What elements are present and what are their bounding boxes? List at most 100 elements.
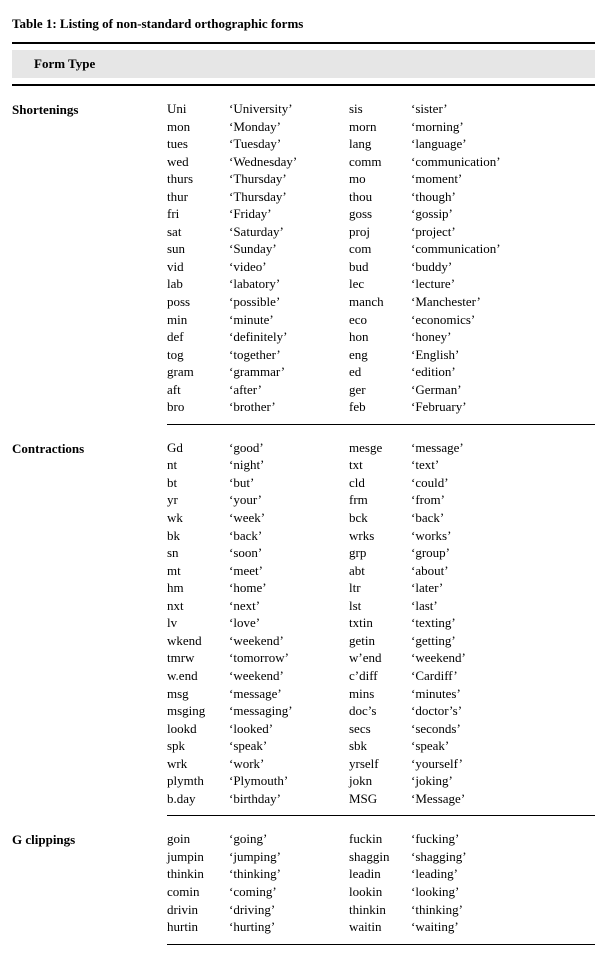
short-form: bud	[349, 258, 411, 276]
short-form: tmrw	[167, 649, 229, 667]
short-form: sis	[349, 100, 411, 118]
short-form: comm	[349, 153, 411, 171]
short-form: sbk	[349, 737, 411, 755]
short-form: mon	[167, 118, 229, 136]
short-form: grp	[349, 544, 411, 562]
short-form: sun	[167, 240, 229, 258]
expansion: ‘driving’	[229, 901, 349, 919]
expansion: ‘texting’	[411, 614, 521, 632]
short-form: ed	[349, 363, 411, 381]
expansion: ‘could’	[411, 474, 521, 492]
expansion: ‘buddy’	[411, 258, 521, 276]
short-form: bck	[349, 509, 411, 527]
expansion: ‘getting’	[411, 632, 521, 650]
section-pairs: Uni‘University’sis‘sister’mon‘Monday’mor…	[167, 100, 595, 416]
short-form: bk	[167, 527, 229, 545]
expansion: ‘work’	[229, 755, 349, 773]
short-form: nxt	[167, 597, 229, 615]
short-form: tues	[167, 135, 229, 153]
expansion: ‘edition’	[411, 363, 521, 381]
section-label: Shortenings	[12, 100, 167, 416]
short-form: shaggin	[349, 848, 411, 866]
expansion: ‘soon’	[229, 544, 349, 562]
expansion: ‘Thursday’	[229, 188, 349, 206]
expansion: ‘about’	[411, 562, 521, 580]
short-form: goss	[349, 205, 411, 223]
short-form: sat	[167, 223, 229, 241]
short-form: wrks	[349, 527, 411, 545]
short-form: proj	[349, 223, 411, 241]
short-form: manch	[349, 293, 411, 311]
expansion: ‘later’	[411, 579, 521, 597]
table-section: ContractionsGd‘good’mesge‘message’nt‘nig…	[12, 439, 595, 807]
section-pairs: goin‘going’fuckin‘fucking’jumpin‘jumping…	[167, 830, 595, 935]
expansion: ‘thinking’	[411, 901, 521, 919]
expansion: ‘Wednesday’	[229, 153, 349, 171]
form-type-header: Form Type	[12, 50, 595, 78]
short-form: wrk	[167, 755, 229, 773]
expansion: ‘shagging’	[411, 848, 521, 866]
expansion: ‘February’	[411, 398, 521, 416]
expansion: ‘possible’	[229, 293, 349, 311]
short-form: plymth	[167, 772, 229, 790]
expansion: ‘communication’	[411, 240, 521, 258]
expansion: ‘minutes’	[411, 685, 521, 703]
short-form: Gd	[167, 439, 229, 457]
section-label: G clippings	[12, 830, 167, 935]
section-label: Contractions	[12, 439, 167, 807]
expansion: ‘fucking’	[411, 830, 521, 848]
short-form: lec	[349, 275, 411, 293]
expansion: ‘birthday’	[229, 790, 349, 808]
short-form: mt	[167, 562, 229, 580]
short-form: feb	[349, 398, 411, 416]
short-form: getin	[349, 632, 411, 650]
expansion: ‘University’	[229, 100, 349, 118]
expansion: ‘economics’	[411, 311, 521, 329]
expansion: ‘Friday’	[229, 205, 349, 223]
expansion: ‘works’	[411, 527, 521, 545]
expansion: ‘back’	[411, 509, 521, 527]
expansion: ‘definitely’	[229, 328, 349, 346]
short-form: min	[167, 311, 229, 329]
expansion: ‘from’	[411, 491, 521, 509]
short-form: w.end	[167, 667, 229, 685]
expansion: ‘gossip’	[411, 205, 521, 223]
expansion: ‘speak’	[411, 737, 521, 755]
section-rule	[167, 944, 595, 945]
short-form: tog	[167, 346, 229, 364]
short-form: mo	[349, 170, 411, 188]
expansion: ‘joking’	[411, 772, 521, 790]
short-form: com	[349, 240, 411, 258]
short-form: nt	[167, 456, 229, 474]
short-form: b.day	[167, 790, 229, 808]
expansion: ‘weekend’	[411, 649, 521, 667]
short-form: abt	[349, 562, 411, 580]
expansion: ‘message’	[229, 685, 349, 703]
short-form: c’diff	[349, 667, 411, 685]
expansion: ‘going’	[229, 830, 349, 848]
short-form: poss	[167, 293, 229, 311]
expansion: ‘Thursday’	[229, 170, 349, 188]
short-form: mesge	[349, 439, 411, 457]
short-form: w’end	[349, 649, 411, 667]
expansion: ‘Saturday’	[229, 223, 349, 241]
short-form: wk	[167, 509, 229, 527]
short-form: hm	[167, 579, 229, 597]
expansion: ‘labatory’	[229, 275, 349, 293]
short-form: ger	[349, 381, 411, 399]
expansion: ‘thinking’	[229, 865, 349, 883]
expansion: ‘last’	[411, 597, 521, 615]
short-form: yr	[167, 491, 229, 509]
expansion: ‘English’	[411, 346, 521, 364]
short-form: wkend	[167, 632, 229, 650]
short-form: frm	[349, 491, 411, 509]
expansion: ‘back’	[229, 527, 349, 545]
short-form: jumpin	[167, 848, 229, 866]
short-form: jokn	[349, 772, 411, 790]
expansion: ‘text’	[411, 456, 521, 474]
short-form: txt	[349, 456, 411, 474]
short-form: def	[167, 328, 229, 346]
short-form: lab	[167, 275, 229, 293]
short-form: secs	[349, 720, 411, 738]
section-pairs: Gd‘good’mesge‘message’nt‘night’txt‘text’…	[167, 439, 595, 807]
